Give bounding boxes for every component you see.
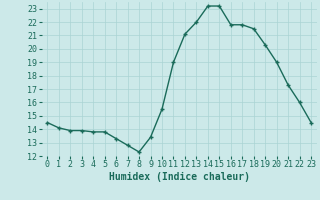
X-axis label: Humidex (Indice chaleur): Humidex (Indice chaleur) (109, 172, 250, 182)
